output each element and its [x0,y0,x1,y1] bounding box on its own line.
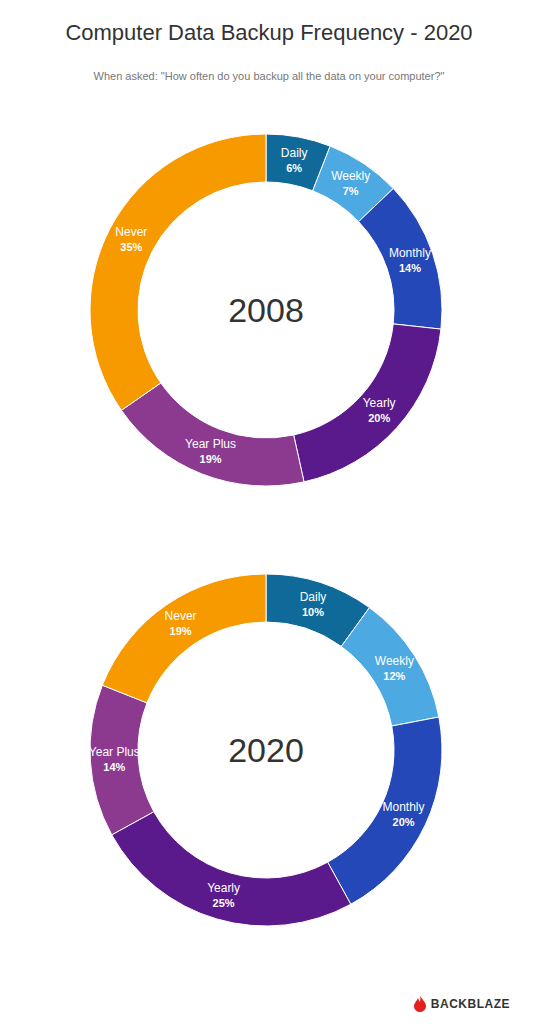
svg-text:Weekly: Weekly [331,169,370,183]
svg-text:6%: 6% [286,162,302,174]
svg-text:20%: 20% [393,816,415,828]
svg-text:10%: 10% [302,606,324,618]
svg-text:Yearly: Yearly [207,881,240,895]
svg-text:Monthly: Monthly [389,246,431,260]
svg-text:19%: 19% [200,453,222,465]
svg-text:Never: Never [165,609,197,623]
svg-text:20%: 20% [368,412,390,424]
svg-text:14%: 14% [399,262,421,274]
svg-text:Daily: Daily [300,590,327,604]
html-text:When asked: "How often do you: When asked: "How often do you backup all… [93,70,445,82]
html-text:2008: 2008 [228,291,304,329]
svg-text:14%: 14% [103,761,125,773]
html-text:BACKBLAZE: BACKBLAZE [430,997,510,1011]
svg-text:12%: 12% [383,670,405,682]
svg-text:Year Plus: Year Plus [89,745,140,759]
html-text:Computer Data Backup Frequency: Computer Data Backup Frequency - 2020 [65,20,473,45]
svg-text:19%: 19% [170,625,192,637]
svg-text:Daily: Daily [281,146,308,160]
svg-text:Never: Never [115,225,147,239]
svg-text:7%: 7% [343,185,359,197]
svg-text:Year Plus: Year Plus [185,437,236,451]
svg-text:Monthly: Monthly [383,800,425,814]
svg-text:35%: 35% [120,241,142,253]
svg-text:Yearly: Yearly [363,396,396,410]
svg-text:25%: 25% [213,897,235,909]
svg-text:Weekly: Weekly [375,654,414,668]
html-text:2020: 2020 [228,731,304,769]
